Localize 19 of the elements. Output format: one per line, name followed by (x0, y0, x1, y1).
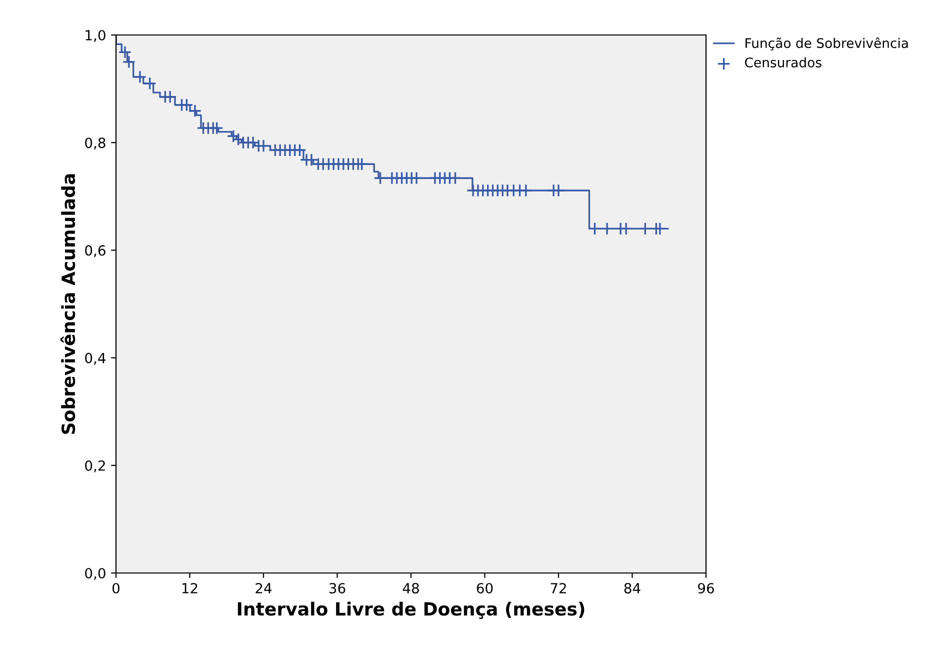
x-tick-label: 72 (550, 582, 566, 594)
x-tick-label: 84 (624, 582, 640, 594)
x-axis-title: Intervalo Livre de Doença (meses) (238, 602, 584, 619)
x-tick-label: 24 (256, 582, 272, 594)
y-tick-label: 0,2 (85, 460, 105, 472)
x-tick-label: 36 (329, 582, 346, 594)
legend-label: Censurados (745, 57, 822, 68)
x-tick-label: 60 (476, 582, 493, 594)
y-tick-label: 0,8 (85, 138, 106, 150)
y-tick-label: 0,4 (85, 352, 106, 365)
legend-label: Função de Sobrevivência (746, 37, 908, 50)
x-tick-label: 12 (182, 582, 198, 594)
x-tick-label: 96 (698, 582, 714, 594)
y-tick-label: 0,0 (85, 568, 106, 580)
y-tick-label: 0,6 (85, 245, 106, 258)
x-tick-label: 0 (112, 582, 120, 594)
y-axis-title: Sobrevivência Acumulada (60, 174, 76, 434)
y-tick-label: 1,0 (86, 30, 106, 42)
x-tick-label: 48 (402, 582, 419, 594)
